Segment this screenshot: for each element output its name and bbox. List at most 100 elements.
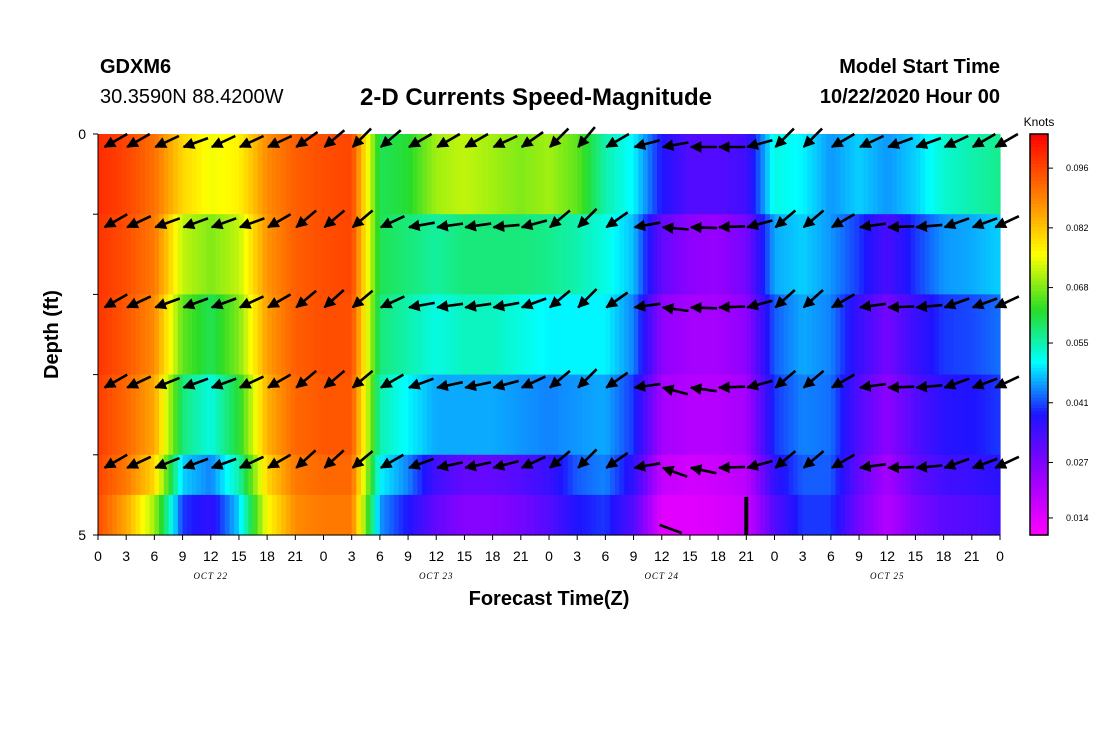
heat-cell	[478, 374, 484, 456]
colorbar-segment	[1030, 217, 1048, 222]
x-tick-label: 15	[231, 548, 247, 564]
heat-cell	[830, 294, 837, 376]
current-vector	[577, 207, 598, 229]
x-tick-label: 21	[288, 548, 304, 564]
heat-cell	[135, 294, 141, 376]
heat-cell	[915, 494, 921, 536]
heat-cell	[177, 454, 184, 496]
heat-cell	[938, 454, 945, 496]
current-vector	[267, 453, 292, 469]
heat-cell	[196, 214, 202, 295]
heat-cell	[553, 214, 559, 295]
heat-cell	[107, 134, 113, 215]
heat-cell	[516, 374, 522, 456]
heat-cell	[783, 134, 790, 215]
heat-cell	[666, 494, 672, 536]
heat-cell	[516, 294, 522, 376]
colorbar-segment	[1030, 287, 1048, 292]
heat-cell	[652, 214, 658, 295]
current-vector	[210, 297, 237, 310]
current-vector	[210, 217, 237, 230]
heat-cell	[595, 494, 602, 536]
heat-cell	[98, 494, 104, 536]
current-vector	[887, 461, 915, 474]
heat-cell	[971, 494, 978, 536]
colorbar-segment	[1030, 277, 1048, 282]
heat-cell	[130, 294, 137, 376]
heat-cell	[605, 454, 611, 496]
heat-cell	[323, 454, 329, 496]
heat-cell	[440, 454, 447, 496]
heat-cell	[215, 214, 221, 295]
heat-cell	[304, 294, 311, 376]
heat-cell	[600, 134, 606, 215]
heat-cell	[304, 374, 311, 456]
heat-cell	[398, 494, 404, 536]
heat-cell	[826, 374, 832, 456]
current-vector	[971, 132, 996, 149]
colorbar-segment	[1030, 321, 1048, 326]
heat-cell	[290, 134, 296, 215]
heat-cell	[647, 494, 653, 536]
heat-cell	[459, 134, 466, 215]
heat-cell	[248, 454, 254, 496]
heat-cell	[356, 454, 362, 496]
colorbar-segment	[1030, 364, 1048, 369]
plot-axes: 0 3 6 9 12 15 18 21 0 3 6 9 12 15 18 21 0 3 6 9 12 15 18 21 0 3 6 9…	[41, 126, 1004, 610]
current-vector	[154, 134, 180, 149]
current-vector	[126, 295, 152, 309]
current-vector	[238, 455, 265, 469]
heat-cell	[361, 494, 367, 536]
colorbar-segment	[1030, 481, 1048, 486]
heat-cell	[107, 454, 113, 496]
heat-cell	[168, 454, 174, 496]
heat-cell	[844, 294, 851, 376]
current-vector	[577, 448, 598, 469]
heat-cell	[675, 214, 682, 295]
heat-cell	[149, 454, 155, 496]
heat-cell	[318, 454, 325, 496]
current-vector	[351, 127, 373, 148]
heat-cell	[957, 134, 964, 215]
heat-cell	[854, 214, 860, 295]
heat-cell	[224, 214, 231, 295]
heat-cell	[769, 134, 776, 215]
heat-cell	[436, 294, 442, 376]
heat-cell	[751, 454, 757, 496]
heat-cell	[797, 294, 804, 376]
colorbar-segment	[1030, 518, 1048, 523]
heat-cell	[144, 494, 151, 536]
heat-cell	[206, 294, 212, 376]
heat-cell	[276, 214, 282, 295]
heat-cell	[473, 214, 480, 295]
heat-cell	[206, 214, 212, 295]
heat-cell	[797, 494, 804, 536]
heat-cell	[563, 134, 569, 215]
colorbar-segment	[1030, 240, 1048, 245]
current-vector	[774, 369, 797, 389]
heat-cell	[177, 214, 184, 295]
heat-cell	[112, 134, 118, 215]
heat-cell	[605, 494, 611, 536]
heat-cell	[704, 494, 710, 536]
heat-cell	[506, 454, 513, 496]
heat-cell	[633, 294, 639, 376]
colorbar-segment	[1030, 514, 1048, 519]
heat-cell	[920, 454, 926, 496]
heat-cell	[351, 494, 357, 536]
heat-cell	[887, 214, 893, 295]
heat-cell	[718, 214, 724, 295]
heat-cell	[685, 494, 691, 536]
heat-cell	[393, 494, 400, 536]
heat-cell	[436, 494, 442, 536]
heat-cell	[962, 374, 968, 456]
heat-cell	[671, 294, 677, 376]
heat-cell	[365, 454, 372, 496]
heat-cell	[445, 374, 451, 456]
heat-cell	[144, 294, 151, 376]
heat-cell	[206, 494, 212, 536]
heat-cell	[328, 134, 334, 215]
current-vector	[802, 289, 824, 309]
heat-cell	[755, 134, 762, 215]
heat-cell	[154, 214, 160, 295]
